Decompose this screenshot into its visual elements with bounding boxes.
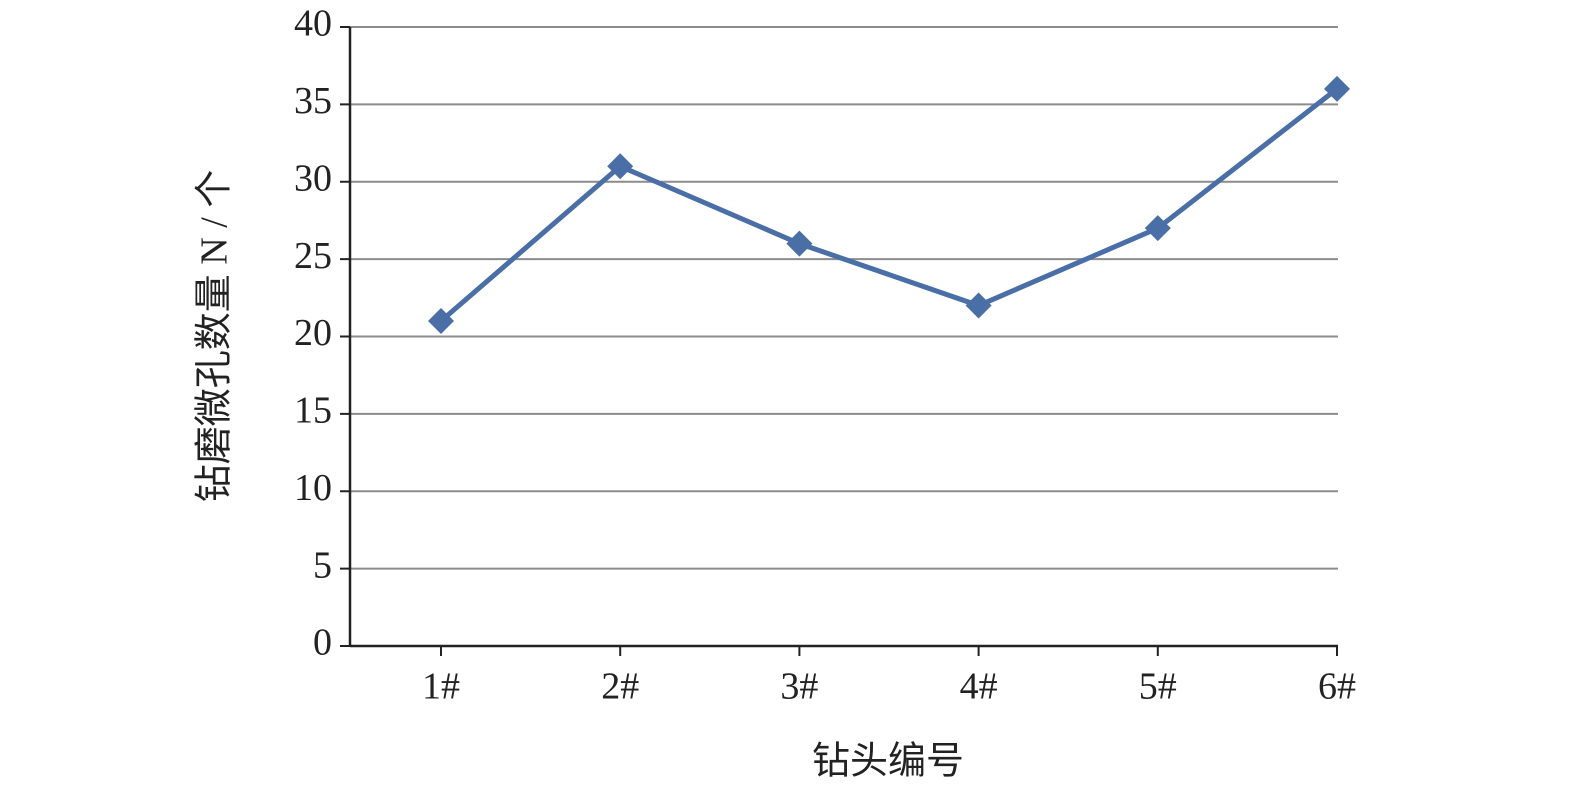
y-axis-label: 钻磨微孔数量 N / 个 bbox=[194, 170, 236, 503]
x-tick-label: 1# bbox=[422, 666, 460, 708]
y-tick-label: 0 bbox=[313, 622, 332, 664]
data-point bbox=[1324, 75, 1350, 102]
y-tick-label: 20 bbox=[294, 312, 332, 354]
x-tick-label: 6# bbox=[1318, 666, 1356, 708]
x-axis-label: 钻头编号 bbox=[812, 741, 964, 783]
data-point bbox=[1144, 215, 1171, 242]
data-point bbox=[607, 153, 634, 180]
x-tick-label: 4# bbox=[960, 666, 998, 708]
y-tick-label: 40 bbox=[294, 3, 332, 45]
y-tick-label: 35 bbox=[294, 80, 332, 122]
y-tick-label: 30 bbox=[294, 157, 332, 199]
y-tick-label: 15 bbox=[294, 390, 332, 432]
data-point bbox=[428, 308, 454, 335]
y-tick-label: 25 bbox=[294, 235, 332, 277]
x-tick-label: 2# bbox=[601, 666, 639, 708]
x-tick-label: 5# bbox=[1139, 666, 1177, 708]
y-tick-label: 10 bbox=[294, 467, 332, 509]
data-line bbox=[439, 86, 1339, 323]
y-tick-label: 5 bbox=[313, 544, 332, 586]
data-point bbox=[965, 292, 992, 319]
x-tick-label: 3# bbox=[780, 666, 818, 708]
data-point bbox=[786, 230, 813, 257]
